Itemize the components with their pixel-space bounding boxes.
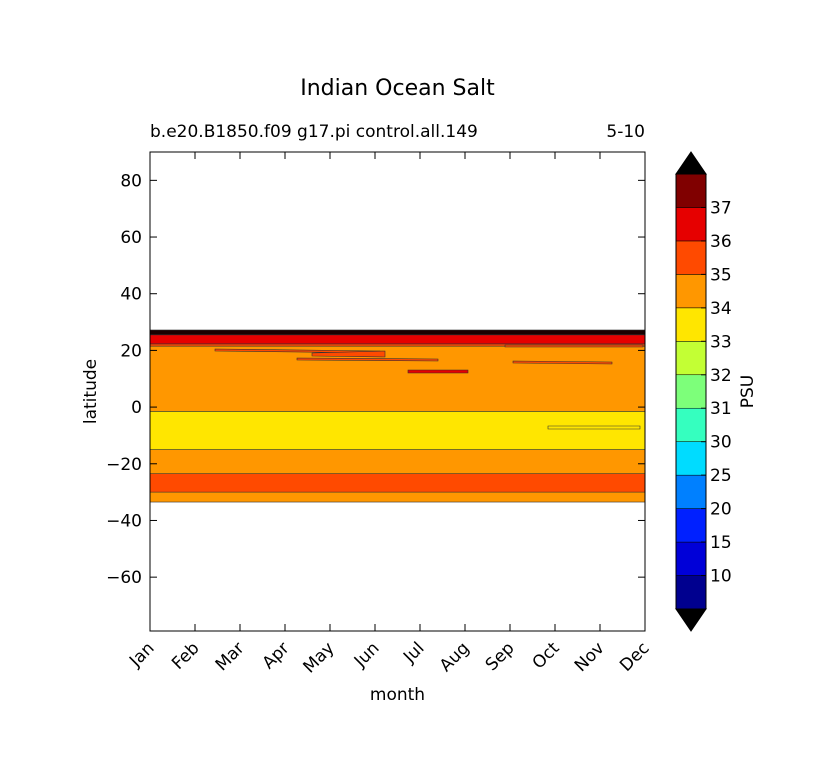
colorbar-segment [675,541,707,576]
contour-feature-6 [504,344,644,348]
y-tick-label: 60 [120,228,142,248]
colorbar-label: PSU [738,375,758,409]
colorbar-segment [675,508,707,543]
colorbar-extend-min [675,608,707,632]
contour-band-4 [149,345,646,412]
y-tick-label: 80 [120,171,142,191]
x-tick-label: Feb [168,638,203,673]
x-tick-label: Jul [399,638,428,667]
x-tick-label: Jan [125,638,158,671]
contour-band-2 [149,449,646,474]
contour-band-7 [149,329,646,336]
contour-feature-2 [296,357,439,362]
colorbar-tick-label: 32 [710,366,732,386]
colorbar-tick-label: 31 [710,399,732,419]
colorbar-segment [675,441,707,476]
y-tick-label: −60 [106,568,142,588]
x-axis-label: month [370,685,425,705]
colorbar-tick-label: 10 [710,567,732,587]
x-tick-label: Apr [259,638,294,673]
chart-subtitle-case: b.e20.B1850.f09 g17.pi control.all.149 [150,122,478,142]
colorbar-tick-label: 33 [710,332,732,352]
colorbar-frame [675,173,707,610]
colorbar-segment [675,240,707,275]
y-tick-label: 40 [120,285,142,305]
plot-area [149,152,646,631]
x-tick-label: Nov [571,638,609,676]
colorbar-tick-label: 37 [710,198,732,218]
colorbar: 10 15 20 25 30 31 32 33 34 35 36 37 PSU [675,151,758,632]
x-tick-label: Mar [212,638,249,675]
colorbar-tick-label: 25 [710,466,732,486]
contour-feature-1 [311,350,386,358]
y-tick-label: 0 [131,398,142,418]
x-tick-label: Dec [616,638,653,675]
colorbar-tick-label: 35 [710,265,732,285]
contour-band-6 [149,334,646,345]
colorbar-segment [675,207,707,242]
colorbar-tick-label: 36 [710,232,732,252]
y-tick-label: 20 [120,341,142,361]
colorbar-tick-label: 30 [710,433,732,453]
chart-title: Indian Ocean Salt [300,76,495,101]
colorbar-segment [675,407,707,442]
colorbar-tick-label: 15 [710,533,732,553]
x-tick-label: Aug [436,638,474,676]
y-tick-label: −40 [106,511,142,531]
colorbar-extend-max [675,151,707,175]
chart-subtitle-depth: 5-10 [606,122,645,142]
contour-feature-3 [407,369,469,374]
x-tick-label: Jun [350,638,384,672]
contour-band-1 [149,473,646,493]
colorbar-segment [675,307,707,342]
contour-feature-4 [512,360,613,365]
colorbar-segment [675,474,707,509]
colorbar-segment [675,575,707,610]
colorbar-segment [675,374,707,409]
y-axis-label: latitude [81,359,101,424]
x-tick-label: May [300,638,339,677]
plot-frame [149,151,646,632]
y-tick-label: −20 [106,455,142,475]
colorbar-tick-label: 20 [710,500,732,520]
x-tick-label: Oct [529,638,564,673]
colorbar-tick-label: 34 [710,299,732,319]
colorbar-segment [675,274,707,309]
colorbar-segment [675,341,707,376]
contour-feature-5 [547,425,641,430]
contour-band-3 [149,411,646,450]
colorbar-segment [675,173,707,208]
x-tick-label: Sep [482,638,519,675]
